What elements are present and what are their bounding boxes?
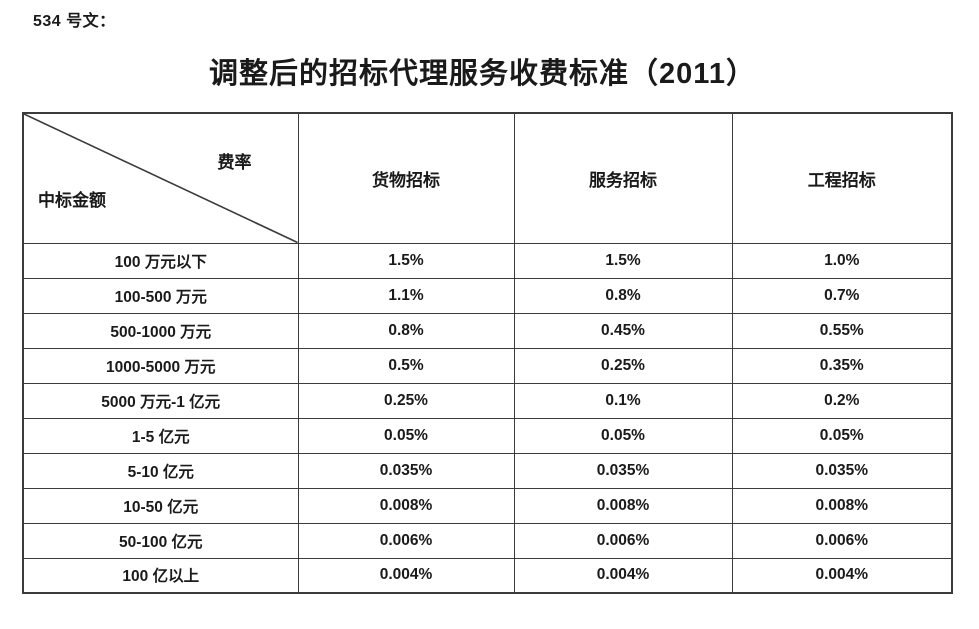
row-label: 10-50 亿元 <box>22 487 299 524</box>
table-row: 1-5 亿元 0.05% 0.05% 0.05% <box>22 417 953 454</box>
rate-service: 0.45% <box>513 312 733 349</box>
rate-service: 0.05% <box>513 417 733 454</box>
rate-service: 0.25% <box>513 347 733 384</box>
rate-engineering: 0.35% <box>731 347 953 384</box>
rate-engineering: 0.7% <box>731 277 953 314</box>
table-row: 1000-5000 万元 0.5% 0.25% 0.35% <box>22 347 953 384</box>
table-row: 5000 万元-1 亿元 0.25% 0.1% 0.2% <box>22 382 953 419</box>
doc-reference: 534 号文： <box>33 13 116 30</box>
table-row: 10-50 亿元 0.008% 0.008% 0.008% <box>22 487 953 524</box>
row-label: 100 万元以下 <box>22 242 299 279</box>
row-label: 5-10 亿元 <box>22 452 299 489</box>
row-label: 1000-5000 万元 <box>22 347 299 384</box>
rate-goods: 0.004% <box>297 557 515 594</box>
header-row: 费率 中标金额 货物招标 服务招标 工程招标 <box>22 112 953 244</box>
rate-engineering: 0.035% <box>731 452 953 489</box>
rate-goods: 0.008% <box>297 487 515 524</box>
rate-engineering: 0.006% <box>731 522 953 559</box>
rate-engineering: 0.008% <box>731 487 953 524</box>
page-title: 调整后的招标代理服务收费标准（2011） <box>209 58 756 90</box>
table-row: 100 亿以上 0.004% 0.004% 0.004% <box>22 557 953 594</box>
rate-goods: 0.8% <box>297 312 515 349</box>
row-label: 5000 万元-1 亿元 <box>22 382 299 419</box>
table-row: 5-10 亿元 0.035% 0.035% 0.035% <box>22 452 953 489</box>
row-label: 500-1000 万元 <box>22 312 299 349</box>
rate-goods: 0.5% <box>297 347 515 384</box>
table-row: 50-100 亿元 0.006% 0.006% 0.006% <box>22 522 953 559</box>
corner-label-rate: 费率 <box>217 153 252 172</box>
fee-rate-table: 费率 中标金额 货物招标 服务招标 工程招标 100 万元以下 1.5% 1.5… <box>22 112 953 594</box>
row-label: 100-500 万元 <box>22 277 299 314</box>
diagonal-divider <box>24 114 298 243</box>
rate-goods: 1.1% <box>297 277 515 314</box>
corner-header-cell: 费率 中标金额 <box>22 112 299 244</box>
column-header-engineering: 工程招标 <box>731 112 953 244</box>
rate-service: 0.1% <box>513 382 733 419</box>
rate-service: 0.008% <box>513 487 733 524</box>
column-header-goods: 货物招标 <box>297 112 515 244</box>
table-row: 500-1000 万元 0.8% 0.45% 0.55% <box>22 312 953 349</box>
rate-engineering: 0.2% <box>731 382 953 419</box>
rate-service: 0.8% <box>513 277 733 314</box>
rate-service: 0.006% <box>513 522 733 559</box>
row-label: 1-5 亿元 <box>22 417 299 454</box>
rate-engineering: 0.05% <box>731 417 953 454</box>
rate-goods: 1.5% <box>297 242 515 279</box>
column-header-service: 服务招标 <box>513 112 733 244</box>
rate-service: 1.5% <box>513 242 733 279</box>
row-label: 100 亿以上 <box>22 557 299 594</box>
rate-goods: 0.05% <box>297 417 515 454</box>
rate-goods: 0.25% <box>297 382 515 419</box>
rate-goods: 0.006% <box>297 522 515 559</box>
rate-engineering: 0.004% <box>731 557 953 594</box>
corner-label-amount: 中标金额 <box>38 190 106 210</box>
rate-service: 0.004% <box>513 557 733 594</box>
rate-engineering: 1.0% <box>731 242 953 279</box>
rate-service: 0.035% <box>513 452 733 489</box>
table-row: 100 万元以下 1.5% 1.5% 1.0% <box>22 242 953 279</box>
row-label: 50-100 亿元 <box>22 522 299 559</box>
table-row: 100-500 万元 1.1% 0.8% 0.7% <box>22 277 953 314</box>
rate-engineering: 0.55% <box>731 312 953 349</box>
rate-goods: 0.035% <box>297 452 515 489</box>
